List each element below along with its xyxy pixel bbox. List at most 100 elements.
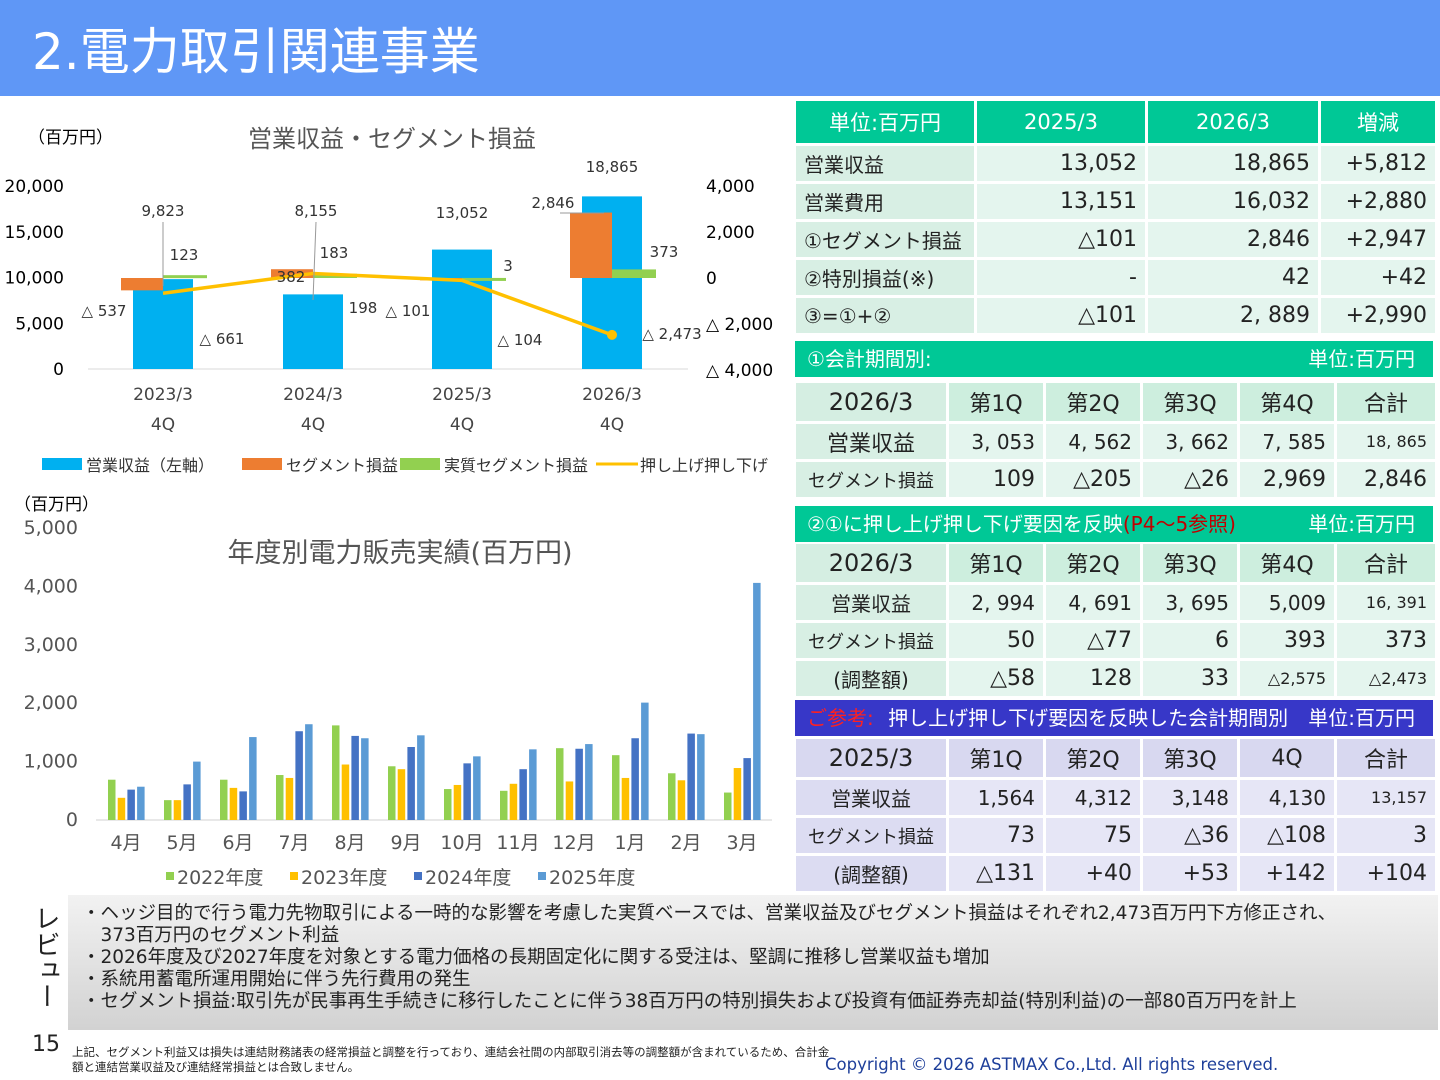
row-label: 営業費用 bbox=[796, 184, 974, 219]
real-segment-bar bbox=[612, 269, 656, 278]
col-header: 第2Q bbox=[1046, 544, 1140, 582]
cell: 3 bbox=[1337, 818, 1435, 853]
cell: △2,473 bbox=[1337, 661, 1435, 696]
month-label: 10月 bbox=[440, 832, 483, 854]
month-bar bbox=[361, 738, 369, 820]
cell: △101 bbox=[977, 222, 1145, 257]
real-data-label: 373 bbox=[650, 243, 679, 261]
table-row: セグメント損益 73 75 △36 △108 3 bbox=[796, 818, 1435, 853]
month-bar bbox=[612, 755, 620, 820]
cell: △2,575 bbox=[1240, 661, 1334, 696]
summary-header-row: 単位:百万円 2025/3 2026/3 増減 bbox=[796, 101, 1435, 143]
review-line: ・系統用蓄電所運用開始に伴う先行費用の発生 bbox=[82, 969, 471, 990]
cell: 42 bbox=[1148, 260, 1318, 295]
section2-title-bar: ②①に押し上げ押し下げ要因を反映(P4～5参照) 単位:百万円 bbox=[795, 506, 1433, 542]
cell: △108 bbox=[1240, 818, 1334, 853]
seg-data-label: 382 bbox=[277, 268, 306, 286]
cell: +42 bbox=[1321, 260, 1435, 295]
cell: 128 bbox=[1046, 661, 1140, 696]
row-label: セグメント損益 bbox=[796, 623, 946, 658]
month-label: 5月 bbox=[166, 832, 197, 854]
cell: 4,312 bbox=[1046, 780, 1140, 815]
row-label: 営業収益 bbox=[796, 146, 974, 181]
month-bar bbox=[724, 792, 732, 820]
category-label: 2025/3 bbox=[432, 385, 492, 405]
cell: 3, 695 bbox=[1143, 585, 1237, 620]
review-box: ・ヘッジ目的で行う電力先物取引による一時的な影響を考慮した実質ベースでは、営業収… bbox=[68, 895, 1438, 1030]
left-tick-label: 0 bbox=[53, 360, 64, 380]
table-row: 営業収益 13,052 18,865 +5,812 bbox=[796, 146, 1435, 181]
cell: △131 bbox=[949, 856, 1043, 891]
y-tick-label: 1,000 bbox=[24, 751, 78, 773]
right-tick-label: 4,000 bbox=[706, 177, 755, 197]
month-label: 1月 bbox=[614, 832, 645, 854]
cell: 4, 562 bbox=[1046, 424, 1140, 459]
cell: 5,009 bbox=[1240, 585, 1334, 620]
section2-title: ②①に押し上げ押し下げ要因を反映 bbox=[807, 512, 1123, 536]
month-label: 12月 bbox=[552, 832, 595, 854]
real-segment-bar bbox=[462, 277, 506, 281]
category-sub-label: 4Q bbox=[450, 415, 474, 435]
month-label: 7月 bbox=[278, 832, 309, 854]
chart1-legend: 営業収益（左軸） セグメント損益 実質セグメント損益 押し上げ押し下げ bbox=[42, 456, 768, 475]
month-label: 4月 bbox=[110, 832, 141, 854]
cell: △26 bbox=[1143, 462, 1237, 497]
table-row: 営業収益 1,564 4,312 3,148 4,130 13,157 bbox=[796, 780, 1435, 815]
table-row: ②特別損益(※) - 42 +42 bbox=[796, 260, 1435, 295]
push-data-label: △ 2,473 bbox=[642, 325, 701, 343]
month-bar bbox=[276, 775, 284, 820]
col-header: 第1Q bbox=[949, 739, 1043, 777]
month-bar bbox=[127, 789, 135, 820]
month-bar bbox=[500, 790, 508, 820]
month-label: 3月 bbox=[726, 832, 757, 854]
chart1-title: 営業収益・セグメント損益 bbox=[248, 125, 536, 153]
cell: 2, 994 bbox=[949, 585, 1043, 620]
cell: 2,846 bbox=[1148, 222, 1318, 257]
cell: 16,032 bbox=[1148, 184, 1318, 219]
chart2-unit: （百万円） bbox=[14, 495, 99, 515]
cell: 33 bbox=[1143, 661, 1237, 696]
month-bar bbox=[407, 747, 415, 820]
left-tick-label: 15,000 bbox=[5, 223, 64, 243]
cell: 3,148 bbox=[1143, 780, 1237, 815]
month-bar bbox=[687, 733, 695, 820]
cell: +104 bbox=[1337, 856, 1435, 891]
month-label: 6月 bbox=[222, 832, 253, 854]
section2-header-row: 2026/3 第1Q 第2Q 第3Q 第4Q 合計 bbox=[796, 544, 1435, 582]
summary-header: 2025/3 bbox=[977, 101, 1145, 143]
cell: 16, 391 bbox=[1337, 585, 1435, 620]
month-bar bbox=[444, 789, 452, 820]
cell: 393 bbox=[1240, 623, 1334, 658]
seg-data-label: △ 537 bbox=[82, 302, 127, 320]
cell: 7, 585 bbox=[1240, 424, 1334, 459]
col-header: 2025/3 bbox=[796, 739, 946, 777]
month-bar bbox=[388, 766, 396, 820]
legend-label: 実質セグメント損益 bbox=[444, 456, 588, 475]
review-label: レビュー bbox=[30, 905, 60, 1009]
cell: 109 bbox=[949, 462, 1043, 497]
row-label: (調整額) bbox=[796, 661, 946, 696]
cell: +2,990 bbox=[1321, 298, 1435, 333]
col-header: 第3Q bbox=[1143, 739, 1237, 777]
right-tick-label: 0 bbox=[706, 269, 717, 289]
cell: △101 bbox=[977, 298, 1145, 333]
summary-header: 単位:百万円 bbox=[796, 101, 974, 143]
chart2-months: 4月 5月 6月 7月 8月 9月 10月 11月 12月 1月 2月 3月 bbox=[110, 832, 757, 854]
review-line: 373百万円のセグメント利益 bbox=[82, 925, 340, 946]
section3-unit: 単位:百万円 bbox=[1308, 706, 1415, 730]
section3-title-bar: ご参考: 押し上げ押し下げ要因を反映した会計期間別 単位:百万円 bbox=[795, 700, 1433, 736]
cell: +142 bbox=[1240, 856, 1334, 891]
section2-table: 2026/3 第1Q 第2Q 第3Q 第4Q 合計 営業収益 2, 994 4,… bbox=[793, 541, 1438, 699]
category-label: 2024/3 bbox=[283, 385, 343, 405]
cell: 4, 691 bbox=[1046, 585, 1140, 620]
review-line: ・2026年度及び2027年度を対象とする電力価格の長期固定化に関する受注は、堅… bbox=[82, 947, 990, 968]
month-bar bbox=[108, 779, 116, 820]
month-bar bbox=[332, 725, 340, 820]
rev-data-label: 13,052 bbox=[436, 204, 489, 222]
section1-table: 2026/3 第1Q 第2Q 第3Q 第4Q 合計 営業収益 3, 053 4,… bbox=[793, 380, 1438, 500]
seg-data-label: △ 101 bbox=[386, 302, 431, 320]
cell: 3, 662 bbox=[1143, 424, 1237, 459]
page-title: 2.電力取引関連事業 bbox=[0, 0, 1440, 96]
chart2-legend: 2022年度 2023年度 2024年度 2025年度 bbox=[166, 867, 635, 889]
col-header: 第2Q bbox=[1046, 383, 1140, 421]
